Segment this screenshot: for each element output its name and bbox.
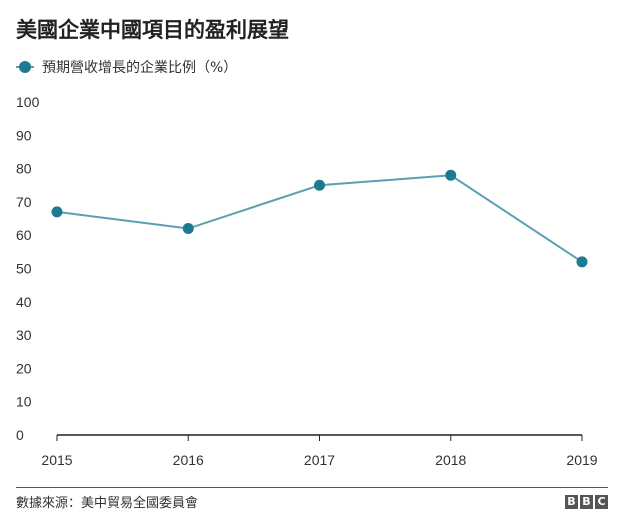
y-tick-label: 40 [16,294,32,310]
y-tick-label: 100 [16,94,40,110]
bbc-logo-letter: B [580,495,593,509]
x-tick-label: 2016 [173,452,204,468]
bbc-logo-letter: C [595,495,608,509]
y-tick-label: 50 [16,261,32,277]
y-tick-label: 90 [16,127,32,143]
y-tick-label: 60 [16,227,32,243]
footer-divider [16,487,608,488]
y-tick-label: 30 [16,327,32,343]
bbc-logo-letter: B [565,495,578,509]
data-point [576,256,588,268]
x-tick-label: 2017 [304,452,335,468]
line-chart: 0 10 20 30 40 50 60 70 80 90 100 2015 2016 2017 2018 20… [16,94,598,468]
y-tick-label: 10 [16,394,32,410]
x-tick-label: 2018 [435,452,466,468]
x-tick-label: 2019 [566,452,597,468]
chart-legend: 預期營收增長的企業比例（%） [16,56,237,78]
chart-title: 美國企業中國項目的盈利展望 [16,18,289,42]
legend-label: 預期營收增長的企業比例（%） [42,60,238,76]
y-tick-label: 70 [16,194,32,210]
bbc-logo: B B C [563,495,608,509]
data-point [445,169,457,181]
legend-marker [16,60,34,74]
x-tick-label: 2015 [41,452,72,468]
y-tick-label: 80 [16,161,32,177]
data-point [182,223,194,235]
data-point [51,206,63,218]
data-point [314,179,325,191]
source-note: 數據來源：美中貿易全國委員會 [16,496,199,511]
y-tick-label: 20 [16,360,32,376]
y-tick-label: 0 [16,427,24,443]
